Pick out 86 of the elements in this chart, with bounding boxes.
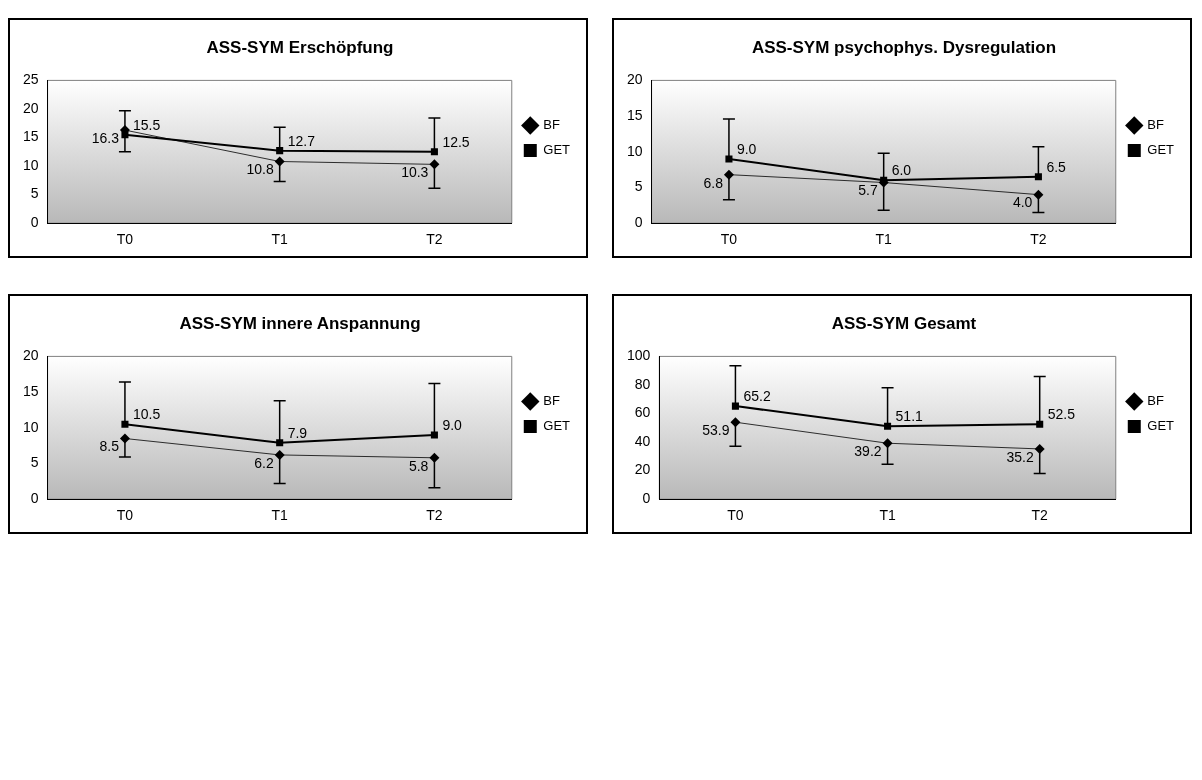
y-tick-label: 20 xyxy=(626,71,643,88)
y-tick-label: 40 xyxy=(634,432,651,449)
x-tick-label: T2 xyxy=(1030,231,1047,248)
data-label: 12.7 xyxy=(287,132,316,149)
point xyxy=(1034,443,1045,454)
data-label: 16.3 xyxy=(91,129,120,146)
point xyxy=(276,439,284,447)
point xyxy=(884,422,892,430)
data-label: 9.0 xyxy=(442,416,463,433)
legend-label: GET xyxy=(543,418,571,434)
data-label: 9.0 xyxy=(736,140,757,157)
y-tick-label: 5 xyxy=(30,454,39,471)
data-label: 6.2 xyxy=(254,454,274,471)
y-tick-label: 15 xyxy=(22,382,39,399)
data-label: 6.5 xyxy=(1046,158,1067,175)
point xyxy=(276,147,284,155)
data-label: 12.5 xyxy=(442,133,470,150)
data-label: 5.7 xyxy=(858,182,878,199)
y-tick-label: 10 xyxy=(22,156,39,173)
legend-label: BF xyxy=(1147,117,1164,133)
x-tick-label: T0 xyxy=(116,507,134,524)
y-tick-label: 10 xyxy=(626,142,643,159)
data-label: 7.9 xyxy=(287,424,308,441)
legend-label: BF xyxy=(543,117,560,133)
chart-title: ASS-SYM psychophys. Dysregulation xyxy=(751,37,1057,57)
data-label: 10.3 xyxy=(401,164,429,181)
y-tick-label: 0 xyxy=(642,490,651,507)
point xyxy=(1034,173,1042,181)
y-tick-label: 20 xyxy=(634,461,651,478)
legend-label: BF xyxy=(1147,393,1164,409)
x-tick-label: T1 xyxy=(875,231,893,248)
point xyxy=(1036,420,1044,428)
point xyxy=(274,156,285,167)
data-label: 15.5 xyxy=(132,116,161,133)
data-label: 8.5 xyxy=(99,438,120,455)
data-label: 6.0 xyxy=(891,162,912,179)
chart-title: ASS-SYM Gesamt xyxy=(831,313,977,333)
legend-label: GET xyxy=(543,142,571,158)
chart-title: ASS-SYM Erschöpfung xyxy=(206,37,394,57)
data-label: 10.8 xyxy=(246,161,274,178)
y-tick-label: 15 xyxy=(22,128,39,145)
point xyxy=(430,431,438,439)
point xyxy=(429,159,440,170)
x-tick-label: T0 xyxy=(727,507,744,524)
data-label: 53.9 xyxy=(702,422,730,439)
data-label: 65.2 xyxy=(743,387,771,404)
y-tick-label: 15 xyxy=(626,106,643,123)
y-tick-label: 20 xyxy=(22,99,39,116)
x-tick-label: T1 xyxy=(271,231,289,248)
point xyxy=(731,402,739,410)
data-label: 10.5 xyxy=(132,406,161,423)
point xyxy=(430,148,438,156)
y-tick-label: 5 xyxy=(30,185,39,202)
y-tick-label: 80 xyxy=(634,375,651,392)
point xyxy=(1033,189,1044,200)
y-tick-label: 60 xyxy=(634,404,651,421)
y-tick-label: 0 xyxy=(30,214,39,231)
y-tick-label: 5 xyxy=(634,178,643,195)
point xyxy=(429,452,440,463)
point xyxy=(274,449,285,460)
data-label: 5.8 xyxy=(408,457,429,474)
point xyxy=(882,438,893,449)
y-tick-label: 0 xyxy=(634,214,643,231)
y-tick-label: 20 xyxy=(22,347,39,364)
x-tick-label: T0 xyxy=(720,231,738,248)
legend-label: BF xyxy=(543,393,560,409)
y-tick-label: 0 xyxy=(30,490,39,507)
legend-label: GET xyxy=(1147,142,1175,158)
x-tick-label: T2 xyxy=(1031,507,1049,524)
chart-title: ASS-SYM innere Anspannung xyxy=(179,313,421,333)
y-tick-label: 10 xyxy=(22,418,39,435)
x-tick-label: T1 xyxy=(271,507,289,524)
data-label: 4.0 xyxy=(1012,194,1033,211)
x-tick-label: T2 xyxy=(426,231,443,248)
data-label: 52.5 xyxy=(1047,406,1076,423)
x-tick-label: T0 xyxy=(116,231,134,248)
data-label: 51.1 xyxy=(895,408,924,425)
data-label: 39.2 xyxy=(854,443,882,460)
y-tick-label: 100 xyxy=(627,347,651,364)
x-tick-label: T1 xyxy=(879,507,896,524)
data-label: 35.2 xyxy=(1006,448,1034,465)
legend-label: GET xyxy=(1147,418,1175,434)
x-tick-label: T2 xyxy=(426,507,443,524)
y-tick-label: 25 xyxy=(22,71,39,88)
point xyxy=(730,417,741,428)
data-label: 6.8 xyxy=(703,174,724,191)
